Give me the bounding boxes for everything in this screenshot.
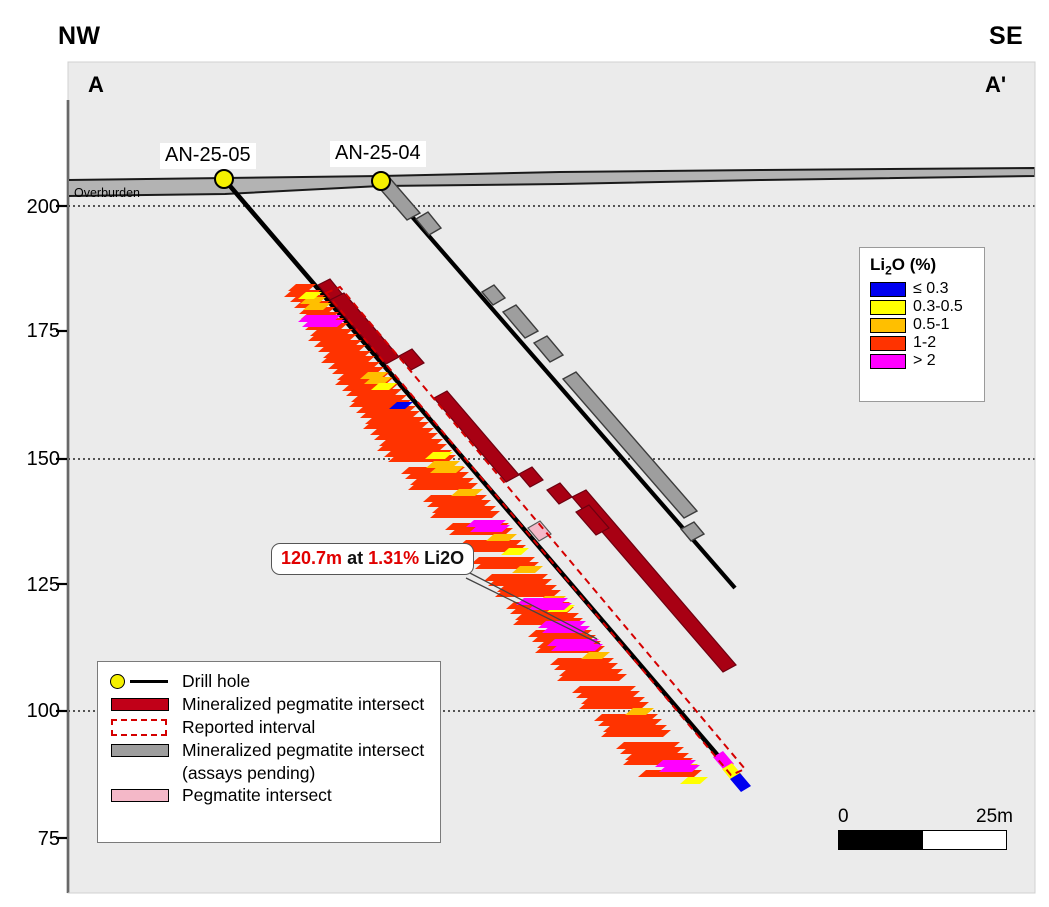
- assay-bars-an-25-05: [284, 284, 708, 784]
- y-tick-125: 125: [26, 574, 60, 596]
- scale-bar-end: 25m: [976, 806, 1013, 827]
- mineralized-intersects-an-25-05: [317, 278, 737, 673]
- hole-tip-colors: [713, 751, 751, 792]
- scale-bar-graphic: [838, 830, 1007, 850]
- li2o-legend: Li2O (%) ≤ 0.3 0.3-0.5 0.5-1 1-2 > 2: [859, 247, 985, 402]
- orientation-label-se: SE: [989, 22, 1023, 50]
- li2o-label-0: ≤ 0.3: [913, 280, 949, 298]
- y-tick-75: 75: [37, 828, 60, 850]
- collar-markers: [214, 169, 391, 191]
- legend-item-pegmatite: Pegmatite intersect: [108, 785, 430, 805]
- section-label-a-prime: A': [985, 72, 1007, 97]
- li2o-label-1: 0.3-0.5: [913, 298, 963, 316]
- drill-hole-an-25-05: [222, 177, 746, 788]
- y-tick-150: 150: [26, 448, 60, 470]
- li2o-swatch-4: [870, 353, 906, 369]
- intersection-callout: 120.7m at 1.31% Li2O: [271, 543, 475, 575]
- li2o-label-4: > 2: [913, 352, 936, 370]
- callout-interval: 120.7m: [281, 548, 343, 568]
- li2o-legend-title: Li2O (%): [870, 255, 937, 278]
- overburden-layer: [68, 166, 1035, 198]
- mineralized-swatch: [108, 694, 174, 714]
- collar-an-25-04: [371, 171, 391, 191]
- scale-bar-start: 0: [838, 806, 849, 827]
- callout-leader-lines: [465, 570, 601, 645]
- legend-item-mineralized: Mineralized pegmatite intersect: [108, 694, 430, 714]
- callout-grade: 1.31%: [368, 548, 420, 568]
- pending-segments-an-25-04: [373, 175, 706, 542]
- legend-item-drill-hole: Drill hole: [108, 671, 430, 691]
- li2o-legend-item: 1-2: [870, 335, 976, 351]
- hole-label-an-25-05: AN-25-05: [160, 143, 256, 169]
- callout-analyte: Li2O: [419, 548, 465, 568]
- y-axis: [56, 100, 70, 893]
- map-legend: Drill hole Mineralized pegmatite interse…: [97, 661, 441, 843]
- section-label-a: A: [88, 72, 104, 97]
- y-tick-175: 175: [26, 320, 60, 342]
- legend-label-mineralized: Mineralized pegmatite intersect: [182, 694, 425, 714]
- orientation-label-nw: NW: [58, 22, 101, 50]
- hole-label-an-25-04: AN-25-04: [330, 141, 426, 167]
- pegmatite-swatch: [108, 785, 174, 805]
- plot-frame: [67, 61, 1036, 894]
- drill-hole-icon: [108, 671, 174, 691]
- li2o-swatch-3: [870, 335, 906, 351]
- li2o-label-3: 1-2: [913, 334, 937, 352]
- reported-interval-swatch: [108, 717, 174, 737]
- li2o-legend-item: 0.5-1: [870, 317, 976, 333]
- collar-an-25-05: [214, 169, 234, 189]
- legend-label-pegmatite: Pegmatite intersect: [182, 785, 332, 805]
- li2o-legend-item: ≤ 0.3: [870, 281, 976, 297]
- scale-bar: 0 25m: [838, 806, 1013, 850]
- drill-hole-an-25-04: [373, 175, 737, 590]
- li2o-swatch-2: [870, 317, 906, 333]
- legend-label-drill-hole: Drill hole: [182, 671, 251, 691]
- li2o-legend-item: > 2: [870, 353, 976, 369]
- legend-item-assays-pending: Mineralized pegmatite intersect: [108, 740, 430, 760]
- li2o-legend-item: 0.3-0.5: [870, 299, 976, 315]
- y-tick-100: 100: [26, 700, 60, 722]
- reported-interval-outline: [324, 285, 747, 777]
- li2o-label-2: 0.5-1: [913, 316, 950, 334]
- li2o-swatch-0: [870, 281, 906, 297]
- overburden-label: Overburden: [74, 186, 141, 200]
- legend-label-assays-pending: Mineralized pegmatite intersect: [182, 740, 425, 760]
- y-tick-200: 200: [26, 196, 60, 218]
- assays-pending-swatch: [108, 740, 174, 760]
- legend-label-reported-interval: Reported interval: [182, 717, 316, 737]
- pegmatite-intersect-an-25-05: [527, 520, 552, 542]
- legend-item-reported-interval: Reported interval: [108, 717, 430, 737]
- legend-label-assays-pending-2: (assays pending): [182, 763, 316, 783]
- callout-connector: at: [342, 548, 369, 568]
- li2o-swatch-1: [870, 299, 906, 315]
